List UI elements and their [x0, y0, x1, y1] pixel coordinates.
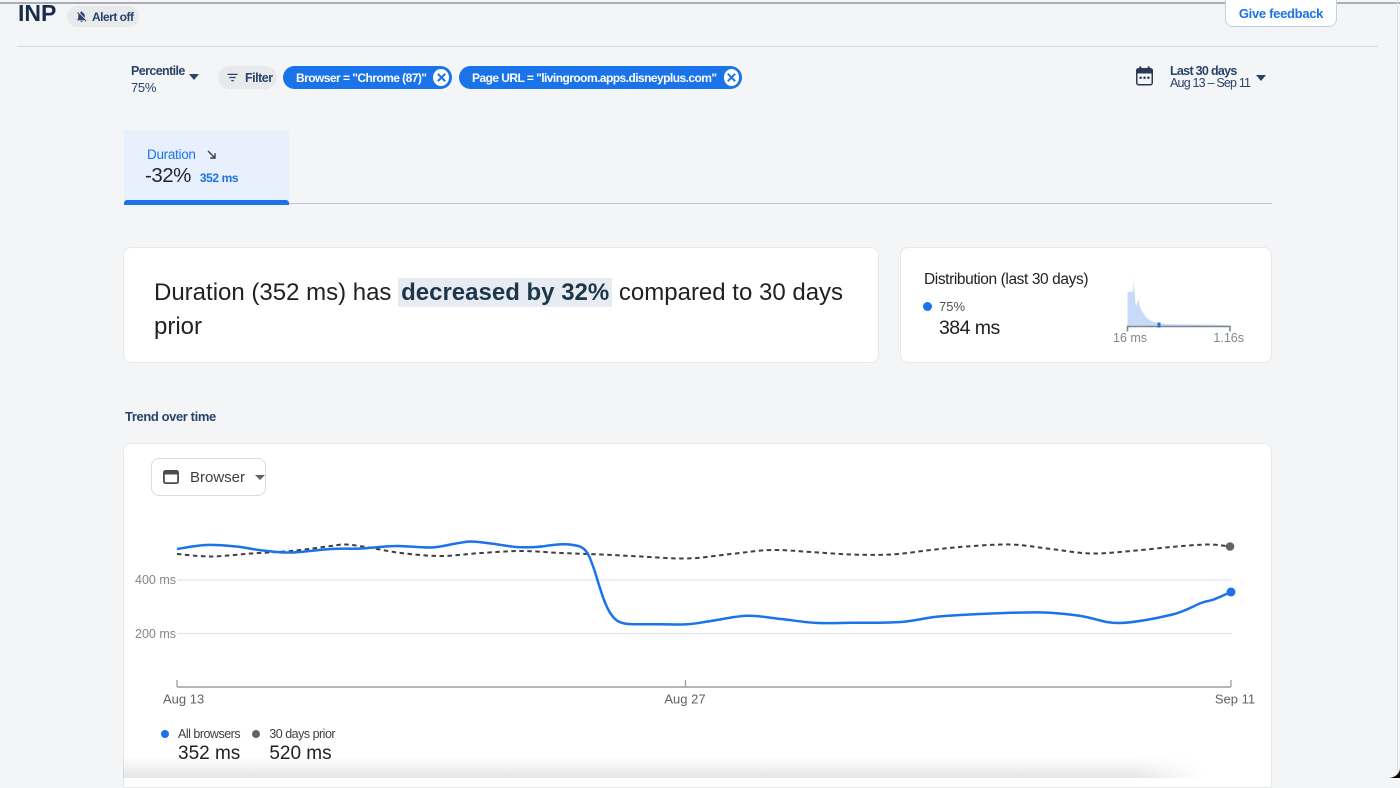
svg-text:Aug 27: Aug 27 [664, 692, 705, 707]
svg-text:200 ms: 200 ms [135, 627, 176, 641]
svg-text:16 ms: 16 ms [1113, 331, 1147, 345]
svg-text:Aug 13: Aug 13 [163, 692, 204, 707]
svg-text:1.16s: 1.16s [1213, 331, 1244, 345]
svg-text:Sep 11: Sep 11 [1215, 692, 1255, 707]
svg-text:400 ms: 400 ms [135, 573, 176, 587]
